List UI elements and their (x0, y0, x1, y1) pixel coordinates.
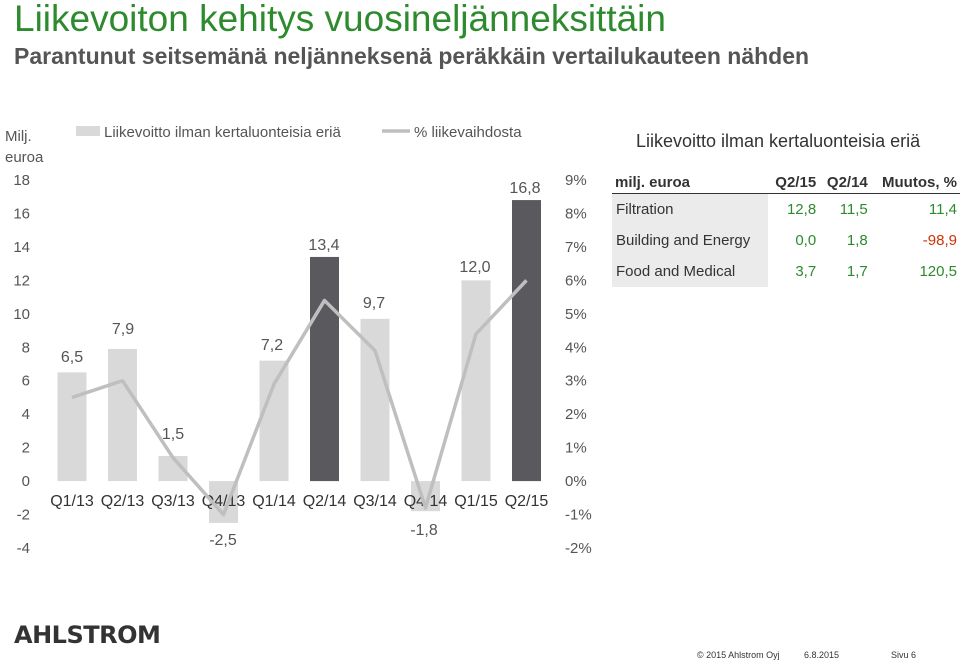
bar-value-label: 7,2 (261, 337, 283, 354)
bar-value-label: -2,5 (209, 532, 237, 549)
row-name: Food and Medical (612, 256, 768, 287)
y2-tick-label: 5% (565, 306, 587, 323)
bar-value-label: 9,7 (363, 295, 385, 312)
y-tick-label: -2 (17, 507, 30, 524)
row-q214: 1,8 (846, 232, 868, 249)
row-change: -98,9 (922, 232, 957, 249)
y-tick-label: 8 (22, 339, 30, 356)
x-tick-label: Q2/14 (303, 493, 347, 510)
y-tick-label: 18 (13, 172, 30, 189)
row-change: 11,4 (928, 201, 957, 218)
y2-tick-label: 8% (565, 205, 587, 222)
bar-Q2/13 (108, 348, 137, 482)
row-name: Filtration (612, 193, 768, 225)
bar-Q1/15 (461, 280, 491, 482)
y2-tick-label: 2% (565, 406, 587, 423)
kpi-table: milj. euroa Q2/15 Q2/14 Muutos, % Filtra… (612, 172, 960, 287)
table-header-q215: Q2/15 (767, 172, 820, 194)
x-tick-label: Q1/14 (252, 493, 296, 510)
y2-tick-label: 6% (565, 272, 587, 289)
row-name: Building and Energy (612, 225, 768, 256)
row-q215: 0,0 (795, 232, 817, 249)
bar-value-label: 7,9 (112, 321, 134, 338)
x-tick-label: Q1/13 (50, 493, 94, 510)
footer-date: 6.8.2015 (804, 650, 840, 660)
y-tick-label: 12 (13, 272, 30, 289)
y2-tick-label: 7% (565, 239, 587, 256)
row-q215: 3,7 (795, 263, 817, 280)
y-axis-label-line2: euroa (5, 149, 44, 166)
combo-chart: Milj. euroa 18 16 14 12 10 8 6 4 2 0 -2 -4 9% 8% 7% 6% 5%… (5, 124, 592, 557)
row-q214: 11,5 (839, 201, 868, 218)
x-tick-label: Q3/13 (151, 493, 195, 510)
bar-value-label: 6,5 (61, 349, 83, 366)
footer-page: Sivu 6 (891, 650, 917, 660)
y-tick-label: 10 (13, 306, 30, 323)
legend-label-line: % liikevaihdosta (414, 124, 522, 141)
bar-Q1/14 (259, 360, 289, 482)
table-header-q214: Q2/14 (819, 172, 871, 194)
x-tick-label: Q4/13 (202, 493, 246, 510)
x-tick-label: Q1/15 (454, 493, 498, 510)
ahlstrom-logo: AHLSTROM (14, 621, 161, 649)
bar-value-label: 12,0 (459, 259, 490, 276)
y-tick-label: 14 (13, 239, 30, 256)
bar-Q3/14 (360, 318, 390, 482)
row-change: 120,5 (919, 263, 957, 280)
y-tick-label: 6 (22, 373, 30, 390)
bar-value-label: -1,8 (410, 522, 438, 539)
table-header-change: Muutos, % (870, 172, 960, 194)
page-subtitle: Parantunut seitsemänä neljänneksenä perä… (14, 43, 810, 69)
table-row: Food and Medical 3,7 1,7 120,5 (612, 256, 960, 287)
bar-Q1/13 (57, 372, 87, 482)
bar-value-label: 13,4 (308, 237, 339, 254)
bar-Q2/15 (512, 200, 541, 482)
x-tick-label: Q2/15 (505, 493, 549, 510)
x-tick-label: Q3/14 (353, 493, 397, 510)
table-title: Liikevoitto ilman kertaluonteisia eriä (636, 131, 921, 151)
page-title: Liikevoiton kehitys vuosineljänneksittäi… (14, 0, 666, 39)
y2-tick-label: 1% (565, 440, 587, 457)
bar-value-label: 1,5 (162, 426, 184, 443)
y2-tick-label: 0% (565, 473, 587, 490)
x-tick-label: Q2/13 (101, 493, 145, 510)
y2-tick-label: 3% (565, 373, 587, 390)
y2-tick-label: -2% (565, 540, 592, 557)
footer-copyright: © 2015 Ahlstrom Oyj (697, 650, 780, 660)
y-tick-label: 0 (22, 473, 30, 490)
y2-tick-label: -1% (565, 507, 592, 524)
y2-tick-label: 9% (565, 172, 587, 189)
legend-swatch-bar (76, 126, 100, 136)
legend-label-bar: Liikevoitto ilman kertaluonteisia eriä (104, 124, 341, 141)
row-q215: 12,8 (786, 201, 817, 218)
y-tick-label: 2 (22, 440, 30, 457)
row-q214: 1,7 (846, 263, 868, 280)
table-row: Filtration 12,8 11,5 11,4 (612, 193, 960, 225)
y-tick-label: -4 (17, 540, 30, 557)
y2-tick-label: 4% (565, 339, 587, 356)
bar-value-label: 16,8 (509, 180, 540, 197)
y-axis-label-line1: Milj. (5, 128, 32, 145)
table-row: Building and Energy 0,0 1,8 -98,9 (612, 225, 960, 256)
y-tick-label: 4 (22, 406, 30, 423)
bar-Q2/14 (310, 256, 339, 482)
line-series-margin (71, 279, 528, 517)
table-header-unit: milj. euroa (612, 172, 768, 194)
y-tick-label: 16 (13, 205, 30, 222)
